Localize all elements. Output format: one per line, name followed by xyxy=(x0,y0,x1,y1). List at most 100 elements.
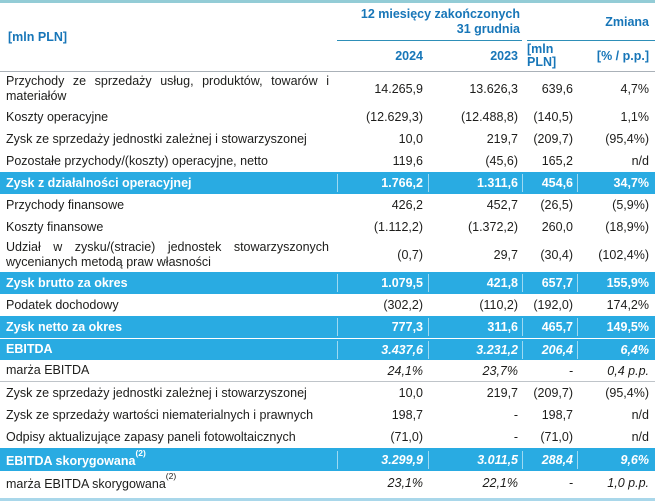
table-row: Przychody finansowe 426,2 452,7 (26,5) (5,9%… xyxy=(0,194,655,216)
row-value-change-pct: 0,4 p.p. xyxy=(607,363,649,378)
table-row: Zysk ze sprzedaży jednostki zależnej i s… xyxy=(0,382,655,404)
row-label: Pozostałe przychody/(koszty) operacyjne,… xyxy=(6,153,268,168)
row-value-y2023: 3.011,5 xyxy=(428,450,522,469)
table-row: Zysk ze sprzedaży jednostki zależnej i s… xyxy=(0,128,655,150)
row-value-y2023: 311,6 xyxy=(428,318,522,336)
row-value-change-mln: 639,6 xyxy=(541,82,573,96)
row-value-y2023: 219,7 xyxy=(486,132,518,146)
row-value-y2023: 13.626,3 xyxy=(469,82,518,96)
column-header-change-mln: [mln PLN] xyxy=(527,42,557,69)
row-value-change-mln: (192,0) xyxy=(533,298,573,312)
row-value-y2023: (110,2) xyxy=(479,298,518,312)
table-row: EBITDA skorygowana(2) 3.299,9 3.011,5 288,4… xyxy=(0,448,655,472)
row-value-y2023: 219,7 xyxy=(486,386,518,400)
period-header-line1: 12 miesięcy zakończonych xyxy=(360,7,520,21)
row-value-y2023: (45,6) xyxy=(485,154,518,168)
row-value-change-mln: (140,5) xyxy=(533,110,573,124)
table-row: Udział w zysku/(stracie) jednostek stowa… xyxy=(0,238,655,272)
column-header-2023: 2023 xyxy=(490,49,518,63)
period-header-line2: 31 grudnia xyxy=(456,22,520,36)
row-value-y2023: 1.311,6 xyxy=(428,174,522,192)
row-value-change-pct: 174,2% xyxy=(606,298,649,312)
table-row: Koszty operacyjne (12.629,3) (12.488,8) (14… xyxy=(0,106,655,128)
row-value-change-pct: (95,4%) xyxy=(605,386,649,400)
row-value-y2024: 14.265,9 xyxy=(374,82,423,96)
row-value-change-pct: 1,1% xyxy=(620,110,650,124)
table-row: Koszty finansowe (1.112,2) (1.372,2) 260,0 (… xyxy=(0,216,655,238)
row-value-y2024: 777,3 xyxy=(337,318,428,336)
row-value-change-pct: n/d xyxy=(631,430,649,444)
row-value-change-pct: 4,7% xyxy=(620,82,650,96)
row-value-change-pct: 34,7% xyxy=(577,174,655,192)
row-value-change-pct: n/d xyxy=(631,408,649,422)
row-label: Zysk netto za okres xyxy=(6,319,123,334)
row-value-y2023: 29,7 xyxy=(493,248,518,262)
row-value-y2023: 421,8 xyxy=(428,274,522,292)
row-value-y2024: 3.437,6 xyxy=(337,340,428,359)
row-value-y2024: 23,1% xyxy=(387,475,423,490)
row-value-y2023: 22,1% xyxy=(482,475,518,490)
table-row: Zysk netto za okres 777,3 311,6 465,7 149,5% xyxy=(0,316,655,338)
row-label: Przychody finansowe xyxy=(6,197,125,212)
row-value-y2024: (302,2) xyxy=(383,298,423,312)
row-value-change-mln: 288,4 xyxy=(522,450,577,469)
row-value-change-pct: (5,9%) xyxy=(612,198,649,212)
row-value-change-mln: (30,4) xyxy=(540,248,573,262)
row-label-superscript: (2) xyxy=(135,448,146,458)
row-value-change-mln: - xyxy=(568,363,573,378)
row-label: Zysk z działalności operacyjnej xyxy=(6,175,192,190)
row-value-change-mln: 465,7 xyxy=(522,318,577,336)
row-value-y2024: 24,1% xyxy=(387,363,423,378)
change-header: Zmiana xyxy=(527,3,655,41)
row-value-change-mln: 206,4 xyxy=(522,340,577,359)
table-body: Przychody ze sprzedaży usług, produktów,… xyxy=(0,72,655,494)
row-value-y2024: (0,7) xyxy=(397,248,423,262)
row-label: Zysk ze sprzedaży jednostki zależnej i s… xyxy=(6,131,307,146)
row-label: Zysk ze sprzedaży wartości niematerialny… xyxy=(6,407,314,422)
table-row: Zysk ze sprzedaży wartości niematerialny… xyxy=(0,404,655,426)
column-header-2024: 2024 xyxy=(395,49,423,63)
row-value-y2024: (71,0) xyxy=(390,430,423,444)
table-row: EBITDA 3.437,6 3.231,2 206,4 6,4% xyxy=(0,338,655,360)
row-value-change-mln: (71,0) xyxy=(540,430,573,444)
row-value-y2024: 1.079,5 xyxy=(337,274,428,292)
row-value-y2024: 10,0 xyxy=(398,386,423,400)
row-value-y2023: (1.372,2) xyxy=(467,220,518,234)
row-value-y2023: 3.231,2 xyxy=(428,340,522,359)
row-value-change-mln: 657,7 xyxy=(522,274,577,292)
row-label: Koszty finansowe xyxy=(6,219,104,234)
table-row: Zysk brutto za okres 1.079,5 421,8 657,7 155… xyxy=(0,272,655,294)
row-value-change-pct: n/d xyxy=(631,154,649,168)
period-header: 12 miesięcy zakończonych 31 grudnia xyxy=(337,3,522,41)
row-label-superscript: (2) xyxy=(165,471,177,482)
table-row: Zysk z działalności operacyjnej 1.766,2 1.… xyxy=(0,172,655,194)
row-value-change-pct: 9,6% xyxy=(577,450,655,469)
table-row: marża EBITDA 24,1% 23,7% - 0,4 p.p. xyxy=(0,360,655,382)
row-value-y2024: (1.112,2) xyxy=(373,220,423,234)
row-value-change-mln: 260,0 xyxy=(541,220,573,234)
row-value-change-pct: 1,0 p.p. xyxy=(607,475,649,490)
row-value-change-pct: (95,4%) xyxy=(605,132,649,146)
row-value-y2024: 10,0 xyxy=(398,132,423,146)
row-value-change-mln: 165,2 xyxy=(541,154,573,168)
row-value-change-pct: 6,4% xyxy=(577,340,655,359)
row-value-change-pct: 155,9% xyxy=(577,274,655,292)
row-value-y2024: 1.766,2 xyxy=(337,174,428,192)
row-label: EBITDA skorygowana(2) xyxy=(6,448,146,469)
row-value-y2024: 3.299,9 xyxy=(337,450,428,469)
row-value-y2024: 119,6 xyxy=(392,154,423,168)
row-value-change-mln: (209,7) xyxy=(533,132,573,146)
row-label: Zysk brutto za okres xyxy=(6,275,128,290)
unit-label: [mln PLN] xyxy=(8,30,68,44)
row-value-y2023: - xyxy=(513,408,518,422)
row-value-change-mln: 454,6 xyxy=(522,174,577,192)
table-row: marża EBITDA skorygowana(2) 23,1% 22,1% - 1,… xyxy=(0,471,655,494)
row-value-change-mln: (26,5) xyxy=(540,198,573,212)
row-label: Koszty operacyjne xyxy=(6,109,109,124)
row-value-y2023: - xyxy=(513,430,518,444)
row-label: Przychody ze sprzedaży usług, produktów,… xyxy=(6,74,329,103)
table-header: [mln PLN] 12 miesięcy zakończonych 31 gr… xyxy=(0,3,655,72)
row-value-y2023: 452,7 xyxy=(486,198,518,212)
row-label: Podatek dochodowy xyxy=(6,297,119,312)
